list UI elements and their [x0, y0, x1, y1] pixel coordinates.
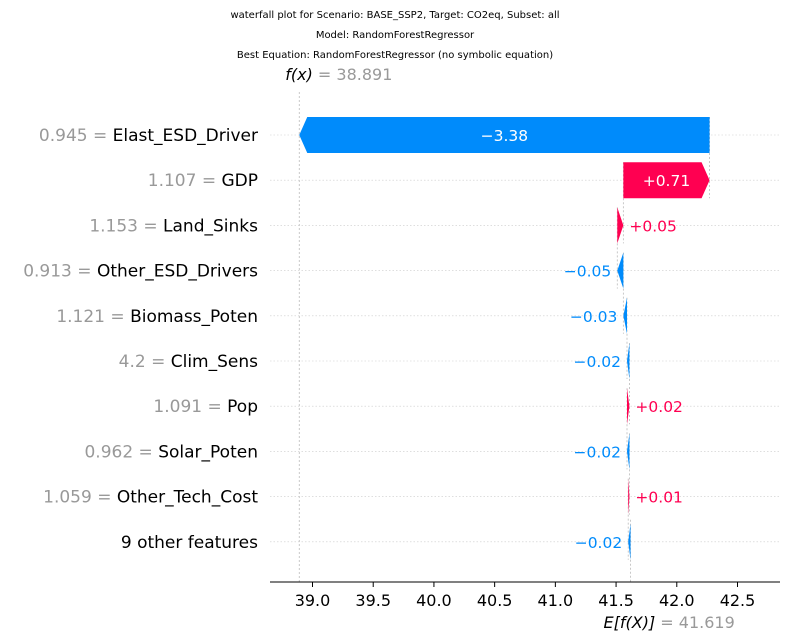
x-tick-label: 40.0 — [416, 591, 452, 610]
bar-data-label: −0.05 — [564, 263, 612, 281]
waterfall-bar — [623, 162, 710, 199]
feature-value: 1.121 = — [56, 307, 130, 327]
bar-data-label: +0.71 — [643, 172, 691, 190]
feature-value: 0.945 = — [39, 126, 113, 146]
x-tick-label: 41.0 — [538, 591, 574, 610]
feature-value: 4.2 = — [119, 352, 171, 372]
feature-value: 1.153 = — [89, 216, 163, 236]
feature-value: 0.913 = — [23, 262, 97, 282]
bar-data-label: +0.02 — [635, 398, 683, 416]
feature-label: 1.153 = Land_Sinks — [89, 216, 258, 236]
base-label-symbol: E[f(X)] — [604, 613, 656, 632]
waterfall-bar — [627, 343, 630, 379]
feature-label: 1.091 = Pop — [153, 397, 258, 417]
chart-titles: waterfall plot for Scenario: BASE_SSP2, … — [0, 0, 790, 71]
feature-label: 4.2 = Clim_Sens — [119, 352, 258, 372]
feature-value: 1.059 = — [43, 488, 117, 508]
feature-name: Solar_Poten — [158, 442, 258, 462]
waterfall-bar — [617, 207, 624, 244]
feature-value: 0.962 = — [84, 442, 158, 462]
bar-data-label: −0.02 — [575, 534, 623, 552]
feature-label: 1.059 = Other_Tech_Cost — [43, 488, 258, 508]
x-tick-label: 42.0 — [659, 591, 695, 610]
bar-data-label: +0.01 — [635, 489, 683, 507]
feature-name: Clim_Sens — [171, 352, 258, 372]
feature-label: 0.945 = Elast_ESD_Driver — [39, 126, 258, 146]
feature-name: Biomass_Poten — [130, 307, 258, 327]
output-label-symbol: f(x) — [285, 65, 313, 84]
feature-name: Land_Sinks — [163, 216, 258, 236]
waterfall-bar — [299, 117, 710, 153]
feature-label: 1.121 = Biomass_Poten — [56, 307, 258, 327]
base-value-label: E[f(X)] = 41.619 — [604, 613, 735, 632]
waterfall-bar — [628, 478, 630, 515]
feature-name: GDP — [221, 171, 258, 191]
chart-title: waterfall plot for Scenario: BASE_SSP2, … — [230, 10, 560, 21]
chart-subtitle-model: Model: RandomForestRegressor — [315, 30, 475, 41]
waterfall-bar — [623, 297, 627, 334]
x-tick-label: 39.5 — [355, 591, 391, 610]
feature-name: Pop — [227, 397, 258, 417]
waterfall-bar — [628, 523, 631, 560]
feature-label: 0.962 = Solar_Poten — [84, 442, 258, 462]
feature-value: 1.107 = — [148, 171, 222, 191]
feature-name: 9 other features — [121, 533, 258, 553]
x-tick-label: 40.5 — [477, 591, 513, 610]
bar-data-label: −3.38 — [481, 127, 529, 145]
x-tick-label: 42.5 — [720, 591, 756, 610]
feature-name: Other_ESD_Drivers — [97, 262, 258, 282]
base-value-text: = 41.619 — [655, 613, 735, 632]
output-value-text: = 38.891 — [313, 65, 393, 84]
bar-data-label: −0.02 — [574, 353, 622, 371]
feature-name: Elast_ESD_Driver — [113, 126, 258, 146]
feature-label: 9 other features — [121, 533, 258, 553]
feature-value: 1.091 = — [153, 397, 227, 417]
waterfall-bar — [627, 388, 630, 425]
waterfall-bar — [627, 433, 630, 470]
output-value-label: f(x) = 38.891 — [285, 65, 392, 84]
waterfall-bar — [617, 252, 624, 289]
chart-subtitle-equation: Best Equation: RandomForestRegressor (no… — [236, 50, 554, 61]
feature-label: 1.107 = GDP — [148, 171, 258, 191]
feature-name: Other_Tech_Cost — [117, 488, 258, 508]
bar-data-label: −0.02 — [574, 443, 622, 461]
bar-data-label: +0.05 — [629, 217, 677, 235]
x-tick-label: 41.5 — [598, 591, 634, 610]
bar-data-label: −0.03 — [570, 308, 618, 326]
x-tick-label: 39.0 — [295, 591, 331, 610]
feature-label: 0.913 = Other_ESD_Drivers — [23, 262, 258, 282]
